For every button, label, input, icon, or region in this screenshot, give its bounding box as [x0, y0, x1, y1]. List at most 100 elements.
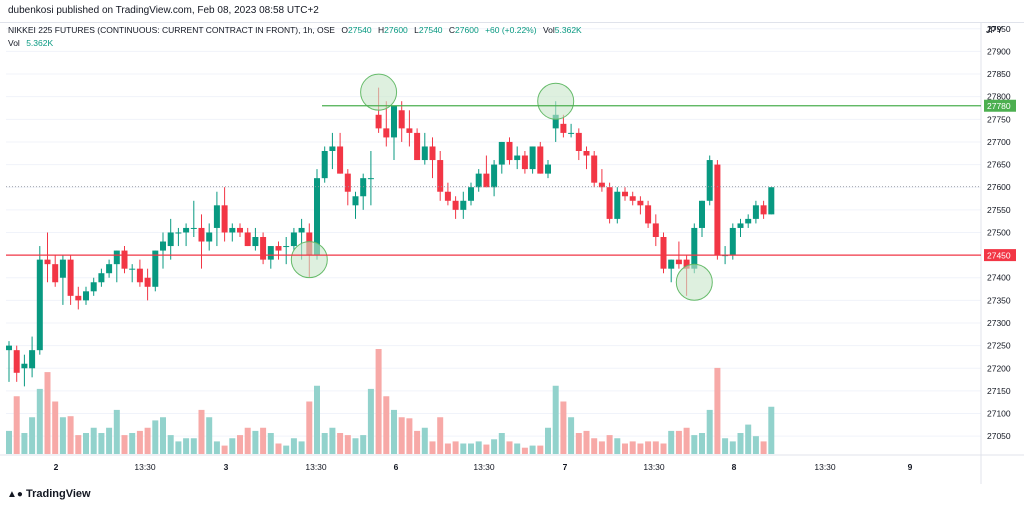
- candle-body: [36, 259, 43, 351]
- volume-bar: [75, 435, 82, 454]
- volume-bar: [506, 441, 513, 454]
- candle-body: [545, 164, 551, 174]
- volume-bar: [752, 436, 759, 454]
- candle-body: [183, 227, 190, 233]
- price-tick-label: 27400: [987, 273, 1011, 283]
- volume-bar: [521, 447, 528, 454]
- candle-body: [160, 241, 166, 251]
- volume-bar: [437, 417, 444, 454]
- volume-bar: [475, 441, 482, 454]
- volume-bar: [129, 433, 136, 454]
- time-axis[interactable]: 2 13:30 3 13:30 6 13:30 7 13:30 8 13:30 9: [54, 462, 913, 472]
- volume-bar: [391, 409, 397, 454]
- candle-body: [90, 282, 97, 292]
- candle-body: [367, 178, 374, 180]
- candle-body: [129, 268, 136, 270]
- price-tick-label: 27250: [987, 341, 1011, 351]
- legend-vol-label: Vol: [543, 25, 555, 35]
- volume-bar: [160, 417, 166, 454]
- candle-body: [352, 196, 359, 206]
- tradingview-logo[interactable]: ▲● TradingView: [7, 488, 91, 500]
- volume-bar: [67, 416, 74, 454]
- price-tick-label: 27750: [987, 114, 1011, 124]
- volume-bar: [545, 427, 551, 454]
- volume-bar: [375, 349, 382, 454]
- volume-bar: [714, 367, 721, 454]
- price-tick-label: 27300: [987, 318, 1011, 328]
- candle-body: [675, 259, 682, 265]
- volume-bar: [367, 388, 374, 454]
- candle-body: [429, 146, 436, 161]
- candle-body: [729, 227, 736, 256]
- price-chart[interactable]: 27780 27450 27050 27100 27150 27200 27250 27300…: [0, 22, 1024, 484]
- candle-body: [337, 146, 344, 174]
- volume-bar: [283, 445, 290, 454]
- circle-resistance-2: [537, 82, 575, 120]
- volume-bar: [429, 441, 436, 454]
- price-tick-label: 27700: [987, 137, 1011, 147]
- volume-bar: [583, 430, 590, 454]
- candle-body: [622, 191, 628, 197]
- volume-bar: [421, 427, 428, 454]
- time-tick-label: 9: [908, 462, 913, 472]
- svg-text:Vol 5.362K: Vol 5.362K: [8, 38, 53, 48]
- time-tick-label: 13:30: [643, 462, 665, 472]
- candle-body: [275, 246, 282, 251]
- candle-body: [144, 277, 151, 287]
- candle-body: [483, 173, 490, 188]
- candle-body: [321, 151, 328, 179]
- volume-bar: [183, 438, 190, 454]
- legend-symbol: NIKKEI 225 FUTURES (CONTINUOUS: CURRENT …: [8, 25, 335, 35]
- time-tick-label: 3: [224, 462, 229, 472]
- price-tick-label: 27650: [987, 160, 1011, 170]
- volume-bar: [206, 417, 213, 454]
- candle-body: [44, 259, 51, 265]
- volume-bar: [352, 438, 359, 454]
- time-tick-label: 13:30: [305, 462, 327, 472]
- volume-bar: [483, 444, 490, 454]
- volume-bar: [622, 443, 628, 454]
- candle-body: [52, 264, 59, 283]
- volume-bar: [552, 385, 559, 454]
- candle-body: [283, 246, 290, 248]
- volume-bar: [98, 433, 105, 454]
- volume-bar: [460, 443, 467, 454]
- volume-bar: [491, 439, 498, 454]
- volume-bar: [683, 427, 690, 454]
- volume-bar: [59, 417, 66, 454]
- volume-bar: [514, 443, 521, 454]
- volume-bar: [414, 430, 421, 454]
- volume-bar: [498, 433, 505, 454]
- volume-bar: [144, 427, 151, 454]
- volume-bar: [252, 430, 259, 454]
- circle-resistance-1: [360, 73, 398, 111]
- volume-bar: [198, 409, 205, 454]
- candle-body: [206, 232, 213, 242]
- volume-bar: [337, 433, 344, 454]
- candles: [6, 87, 775, 387]
- price-axis[interactable]: 27780 27450 27050 27100 27150 27200 27250 27300…: [984, 24, 1016, 441]
- legend-c-label: C: [449, 25, 455, 35]
- candle-body: [406, 128, 413, 133]
- price-tick-label: 27150: [987, 386, 1011, 396]
- volume-bar: [152, 420, 159, 454]
- volume-bar: [21, 433, 28, 454]
- candle-body: [13, 350, 20, 373]
- volume-bar: [706, 409, 713, 454]
- candle-body: [391, 105, 397, 138]
- volume-bar: [729, 441, 736, 454]
- volume-bar: [90, 427, 97, 454]
- volume-bar: [213, 441, 220, 454]
- candle-body: [244, 232, 251, 247]
- volume-bar: [629, 441, 636, 454]
- horizontal-lines[interactable]: [6, 105, 981, 256]
- candle-body: [167, 232, 174, 247]
- publisher-text: dubenkosi published on TradingView.com, …: [8, 5, 319, 16]
- candle-body: [360, 178, 367, 197]
- support-price-tag: [984, 249, 1016, 262]
- candle-body: [383, 128, 390, 138]
- volume-bar: [175, 441, 182, 454]
- legend-vol-value-2: 5.362K: [26, 38, 53, 48]
- volume-bar: [113, 409, 120, 454]
- volume-bar: [314, 385, 320, 454]
